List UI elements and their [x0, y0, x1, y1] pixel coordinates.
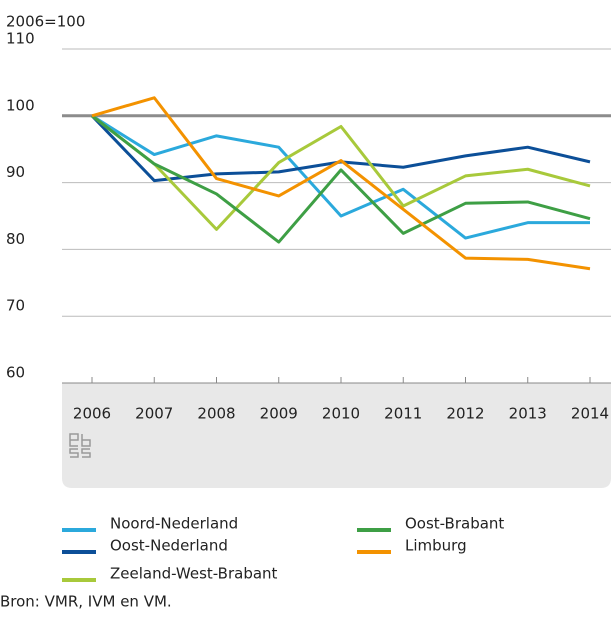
y-axis-label: 2006=100 — [6, 13, 85, 31]
legend-swatch — [62, 550, 96, 554]
x-tick-label: 2013 — [509, 405, 547, 423]
legend-label: Oost-Brabant — [405, 515, 504, 533]
x-tick-label: 2007 — [135, 405, 173, 423]
y-tick-label: 70 — [6, 297, 25, 315]
y-tick-label: 80 — [6, 230, 25, 248]
legend-label: Limburg — [405, 537, 467, 555]
y-tick-label: 100 — [6, 96, 35, 114]
y-tick-label: 110 — [6, 30, 35, 48]
legend-label: Oost-Nederland — [110, 537, 228, 555]
series-line — [91, 114, 591, 231]
legend-label: Noord-Nederland — [110, 515, 238, 533]
y-tick-label: 60 — [6, 364, 25, 382]
x-axis-band — [62, 383, 611, 488]
x-tick-label: 2010 — [322, 405, 360, 423]
legend-swatch — [62, 578, 96, 582]
x-tick-label: 2006 — [73, 405, 111, 423]
legend-swatch — [62, 528, 96, 532]
source: Bron: VMR, IVM en VM. — [0, 593, 172, 611]
series-line — [91, 114, 591, 244]
series-line — [91, 96, 591, 271]
series-line — [91, 114, 590, 240]
legend-swatch — [357, 550, 391, 554]
x-tick-label: 2014 — [571, 405, 609, 423]
x-tick-label: 2011 — [384, 405, 422, 423]
x-tick-label: 2012 — [446, 405, 484, 423]
x-tick-label: 2008 — [197, 405, 235, 423]
y-tick-label: 90 — [6, 163, 25, 181]
logo — [69, 433, 91, 458]
x-tick-label: 2009 — [260, 405, 298, 423]
legend-label: Zeeland-West-Brabant — [110, 565, 278, 583]
legend-swatch — [357, 528, 391, 532]
